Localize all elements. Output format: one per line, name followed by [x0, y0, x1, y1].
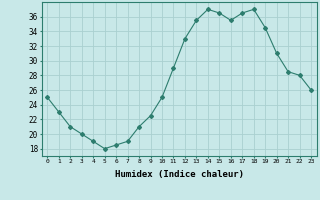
X-axis label: Humidex (Indice chaleur): Humidex (Indice chaleur) [115, 170, 244, 179]
